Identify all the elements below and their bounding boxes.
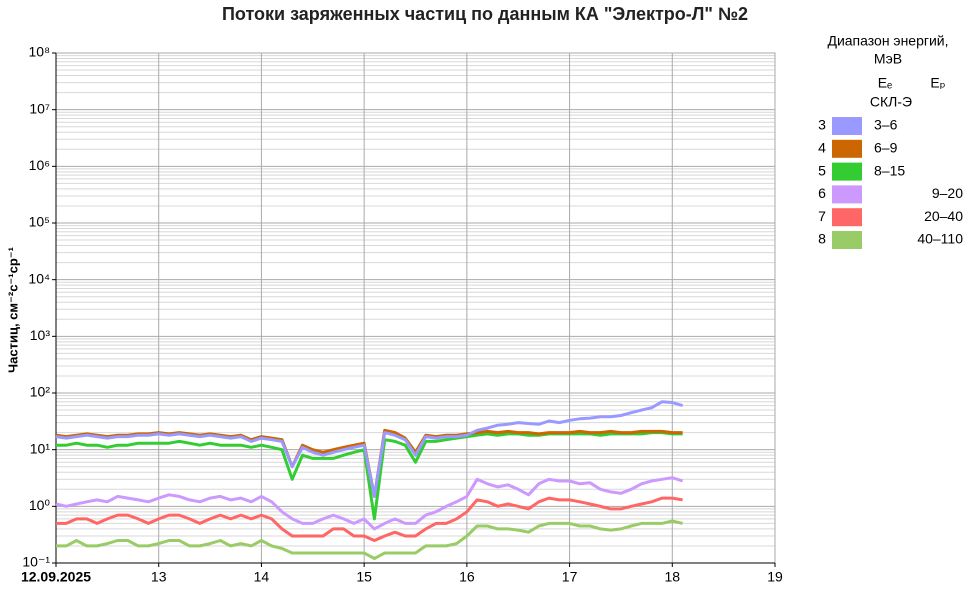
- x-tick-label: 16: [459, 569, 475, 585]
- legend-title: МэВ: [874, 51, 902, 67]
- y-tick-label: 10⁵: [29, 214, 50, 230]
- y-tick-label: 10⁰: [29, 497, 51, 513]
- y-axis-label: Частиц, см⁻²с⁻¹ср⁻¹: [5, 247, 20, 373]
- x-tick-label: 15: [356, 569, 372, 585]
- x-tick-label: 14: [254, 569, 270, 585]
- legend-channel: 6: [818, 185, 826, 201]
- series-line: [55, 476, 684, 531]
- legend-channel: 8: [818, 231, 826, 247]
- legend-swatch: [832, 117, 862, 135]
- y-tick-label: 10³: [30, 327, 51, 343]
- plot-area: [55, 52, 776, 564]
- legend-channel: 5: [818, 162, 826, 178]
- legend-label: 40–110: [917, 231, 963, 247]
- legend-swatch: [832, 208, 862, 227]
- legend-swatch: [832, 185, 862, 204]
- y-tick-label: 10¹: [30, 440, 51, 456]
- x-tick-label: 12.09.2025: [21, 569, 91, 585]
- series-line: [56, 496, 683, 542]
- legend-channel: 4: [818, 140, 826, 156]
- legend-channel: 7: [818, 208, 826, 224]
- series-line: [56, 431, 683, 521]
- x-tick-label: 17: [562, 569, 578, 585]
- legend-swatch: [832, 139, 862, 158]
- legend-swatch: [832, 231, 862, 249]
- series-line: [55, 400, 684, 498]
- legend-header: Eₚ: [930, 75, 945, 91]
- legend-label: 3–6: [874, 117, 898, 133]
- legend-channel: 3: [818, 117, 826, 133]
- y-tick-label: 10⁷: [29, 100, 50, 116]
- series-line: [56, 519, 683, 560]
- legend-label: 20–40: [924, 208, 963, 224]
- legend-group: СКЛ-Э: [870, 94, 912, 110]
- legend-label: 6–9: [874, 140, 898, 156]
- y-tick-label: 10⁶: [29, 157, 50, 173]
- y-tick-label: 10⁻¹: [22, 554, 50, 570]
- chart-title: Потоки заряженных частиц по данным КА "Э…: [222, 4, 748, 24]
- y-tick-label: 10⁴: [28, 270, 50, 286]
- legend-swatch: [832, 162, 862, 181]
- legend-title: Диапазон энергий,: [827, 33, 948, 49]
- x-tick-label: 13: [151, 569, 167, 585]
- legend-label: 9–20: [932, 185, 963, 201]
- x-tick-label: 18: [664, 569, 680, 585]
- y-tick-label: 10²: [30, 384, 51, 400]
- y-tick-label: 10⁸: [29, 44, 51, 60]
- x-tick-label: 19: [767, 569, 783, 585]
- legend-header: Eₑ: [878, 75, 893, 91]
- legend-label: 8–15: [874, 162, 905, 178]
